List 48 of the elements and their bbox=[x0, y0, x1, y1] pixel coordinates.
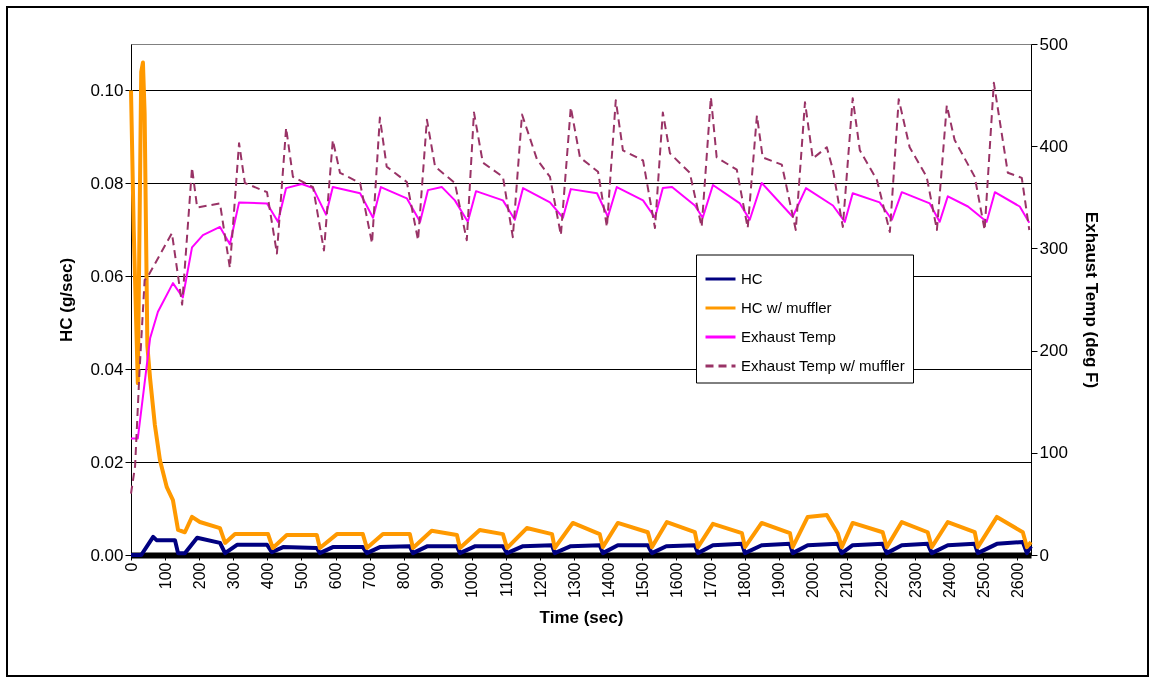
x-tick-label: 600 bbox=[327, 562, 345, 590]
x-tick-label: 900 bbox=[429, 562, 447, 590]
x-axis-title: Time (sec) bbox=[539, 608, 624, 628]
legend-label: HC w/ muffler bbox=[741, 299, 832, 316]
y2-tick-label: 300 bbox=[1039, 238, 1068, 258]
x-tick-label: 2000 bbox=[804, 562, 822, 599]
x-tick-label: 1800 bbox=[736, 562, 754, 599]
x-tick-label: 200 bbox=[190, 562, 208, 590]
x-tick-label: 2400 bbox=[940, 562, 958, 599]
x-tick-label: 700 bbox=[361, 562, 379, 590]
x-tick-label: 1400 bbox=[599, 562, 617, 599]
line-series bbox=[129, 534, 1033, 557]
y2-tick-label: 100 bbox=[1039, 443, 1068, 463]
y-tick-label: 0.06 bbox=[90, 266, 124, 286]
x-tick-label: 1600 bbox=[667, 562, 685, 599]
y2-tick-label: 500 bbox=[1039, 34, 1068, 54]
x-tick-label: 1900 bbox=[770, 562, 788, 599]
x-tick-label: 2500 bbox=[974, 562, 992, 599]
y-tick-label: 0.10 bbox=[90, 80, 124, 100]
x-tick-label: 1100 bbox=[497, 562, 515, 597]
line-series bbox=[129, 60, 1033, 551]
legend-label: HC bbox=[741, 270, 763, 287]
x-tick-label: 2200 bbox=[872, 562, 890, 599]
y-axis-title: HC (g/sec) bbox=[57, 257, 77, 343]
legend-label: Exhaust Temp bbox=[741, 328, 836, 345]
x-tick-label: 1200 bbox=[531, 562, 549, 599]
x-tick-label: 400 bbox=[258, 562, 276, 590]
y2-axis-title: Exhaust Temp (deg F) bbox=[1081, 211, 1101, 389]
x-tick-label: 1700 bbox=[702, 562, 720, 599]
x-tick-label: 1500 bbox=[633, 562, 651, 599]
y2-tick-label: 400 bbox=[1039, 136, 1068, 156]
x-tick-label: 500 bbox=[292, 562, 310, 590]
y-tick-label: 0.08 bbox=[90, 173, 124, 193]
x-tick-label: 100 bbox=[156, 562, 174, 590]
x-tick-label: 2600 bbox=[1008, 562, 1026, 599]
x-tick-label: 0 bbox=[122, 562, 140, 572]
y-tick-label: 0.02 bbox=[90, 452, 124, 472]
y2-tick-label: 0 bbox=[1039, 545, 1049, 565]
x-tick-label: 300 bbox=[224, 562, 242, 590]
x-tick-label: 2300 bbox=[906, 562, 924, 599]
legend-label: Exhaust Temp w/ muffler bbox=[741, 357, 905, 374]
y2-tick-label: 200 bbox=[1039, 341, 1068, 361]
y-tick-label: 0.00 bbox=[90, 545, 124, 565]
x-tick-label: 2100 bbox=[838, 562, 856, 599]
y-tick-label: 0.04 bbox=[90, 359, 124, 379]
x-tick-label: 800 bbox=[395, 562, 413, 590]
x-tick-label: 1300 bbox=[565, 562, 583, 599]
x-tick-label: 1000 bbox=[463, 562, 481, 599]
